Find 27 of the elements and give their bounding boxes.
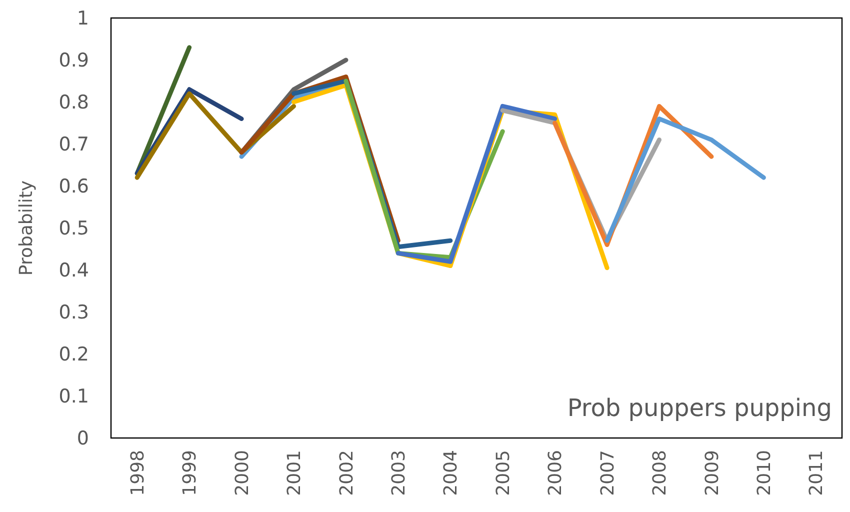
y-tick-label: 0.7 xyxy=(58,134,89,156)
x-tick-label: 2006 xyxy=(545,450,566,496)
x-tick-label: 2004 xyxy=(440,450,462,496)
x-tick-label: 2000 xyxy=(232,450,253,496)
x-tick-label: 2009 xyxy=(702,450,723,496)
x-tick-label: 2002 xyxy=(336,450,358,496)
y-tick-label: 0.5 xyxy=(58,218,89,240)
x-tick-label: 2003 xyxy=(388,450,410,496)
x-tick-label: 2005 xyxy=(492,450,514,496)
y-axis-title: Probability xyxy=(16,180,37,276)
x-tick-label: 2001 xyxy=(284,450,306,496)
x-tick-label: 2008 xyxy=(650,450,671,496)
y-tick-label: 1 xyxy=(76,8,89,30)
x-tick-label: 1998 xyxy=(127,450,148,496)
y-tick-label: 0.4 xyxy=(58,260,89,282)
y-tick-label: 0.9 xyxy=(58,50,89,72)
annotation: Prob puppers pupping xyxy=(567,394,832,422)
y-tick-label: 0.2 xyxy=(58,344,89,366)
x-tick-label: 1999 xyxy=(180,450,201,496)
y-tick-label: 0 xyxy=(76,428,89,450)
x-tick-label: 2010 xyxy=(754,450,775,496)
x-tick-label: 2007 xyxy=(597,450,618,496)
y-tick-label: 0.6 xyxy=(58,176,89,198)
y-tick-label: 0.8 xyxy=(58,92,89,114)
y-tick-label: 0.1 xyxy=(58,386,89,408)
x-tick-label: 2011 xyxy=(806,450,828,496)
y-tick-label: 0.3 xyxy=(58,302,89,324)
